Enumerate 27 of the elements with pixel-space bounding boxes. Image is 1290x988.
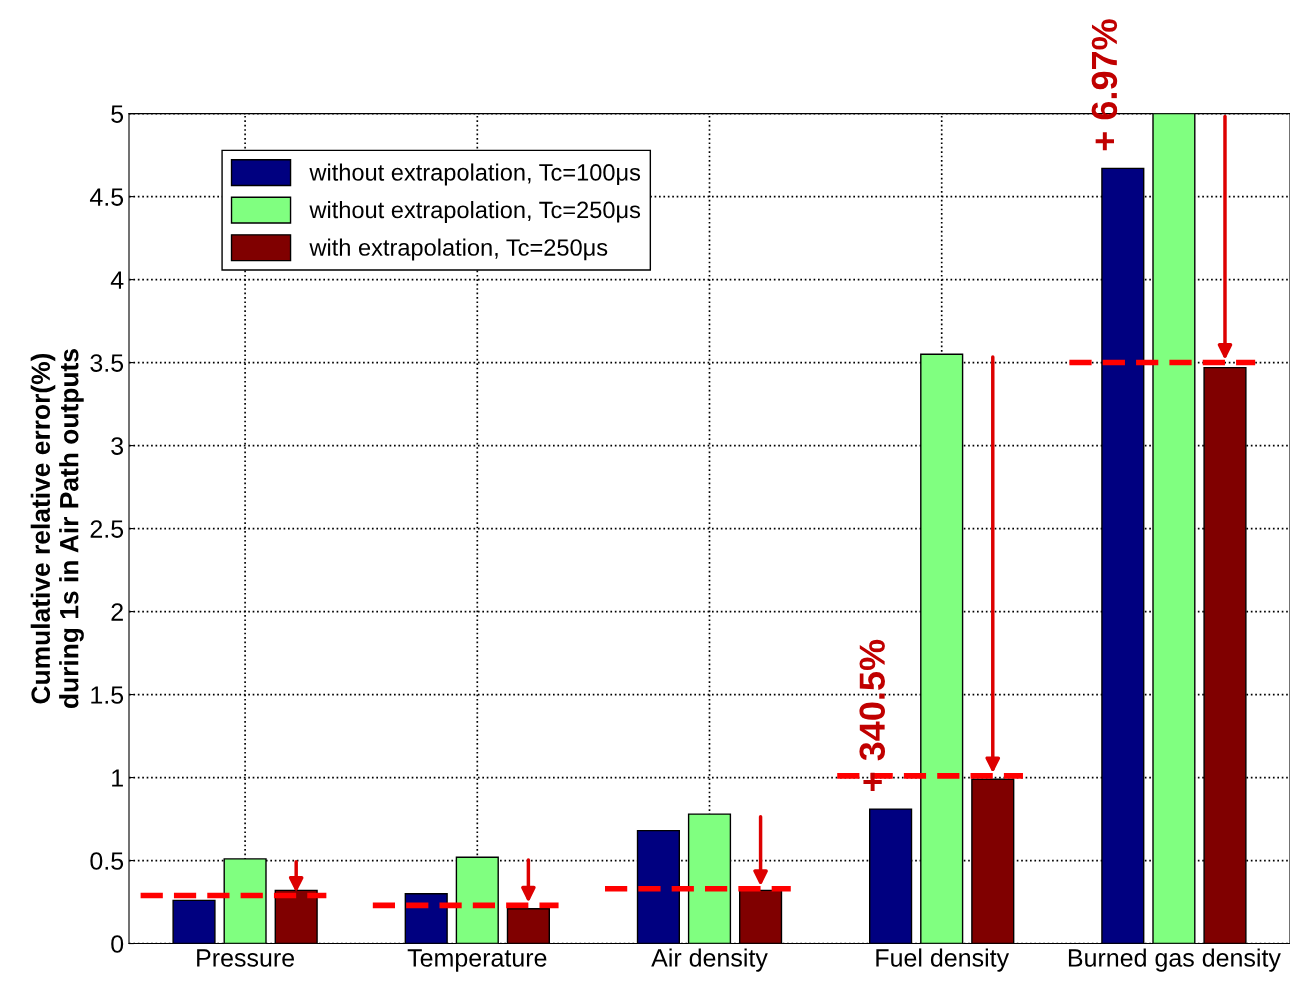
y-tick-label: 2 — [111, 603, 123, 621]
legend-label: without extrapolation, Tc=100μs — [309, 163, 641, 186]
y-axis-title: Cumulative relative error(%) during 1s in Air Path outputs — [30, 349, 84, 709]
x-tick-label: Air density — [651, 948, 768, 972]
bar — [404, 893, 448, 944]
bar — [738, 889, 783, 944]
y-tick-label: 4.5 — [89, 188, 124, 206]
y-tick-label: 1 — [112, 769, 123, 787]
annotation: + 6.97% — [1091, 19, 1118, 151]
y-tick-label: 1.5 — [91, 686, 124, 704]
legend-label: without extrapolation, Tc=250μs — [309, 200, 641, 223]
annotation: + 340.5% — [859, 639, 886, 791]
y-tick-label: 3.5 — [90, 354, 124, 372]
x-tick-label: Temperature — [407, 949, 547, 972]
y-tick-label: 4 — [110, 271, 124, 289]
bar — [274, 889, 318, 944]
legend-label: with extrapolation, Tc=250μs — [309, 238, 608, 261]
x-tick-label: Pressure — [197, 949, 295, 967]
y-tick-label: 0 — [111, 935, 124, 953]
bar — [506, 907, 550, 944]
y-tick-label: 3 — [111, 437, 124, 455]
x-tick-label: Fuel density — [876, 948, 1010, 972]
bar — [172, 899, 216, 944]
y-tick-label: 5 — [111, 105, 124, 123]
x-tick-label: Burned gas density — [1068, 948, 1281, 972]
y-tick-label: 2.5 — [90, 520, 124, 538]
y-tick-label: 0.5 — [90, 852, 124, 870]
